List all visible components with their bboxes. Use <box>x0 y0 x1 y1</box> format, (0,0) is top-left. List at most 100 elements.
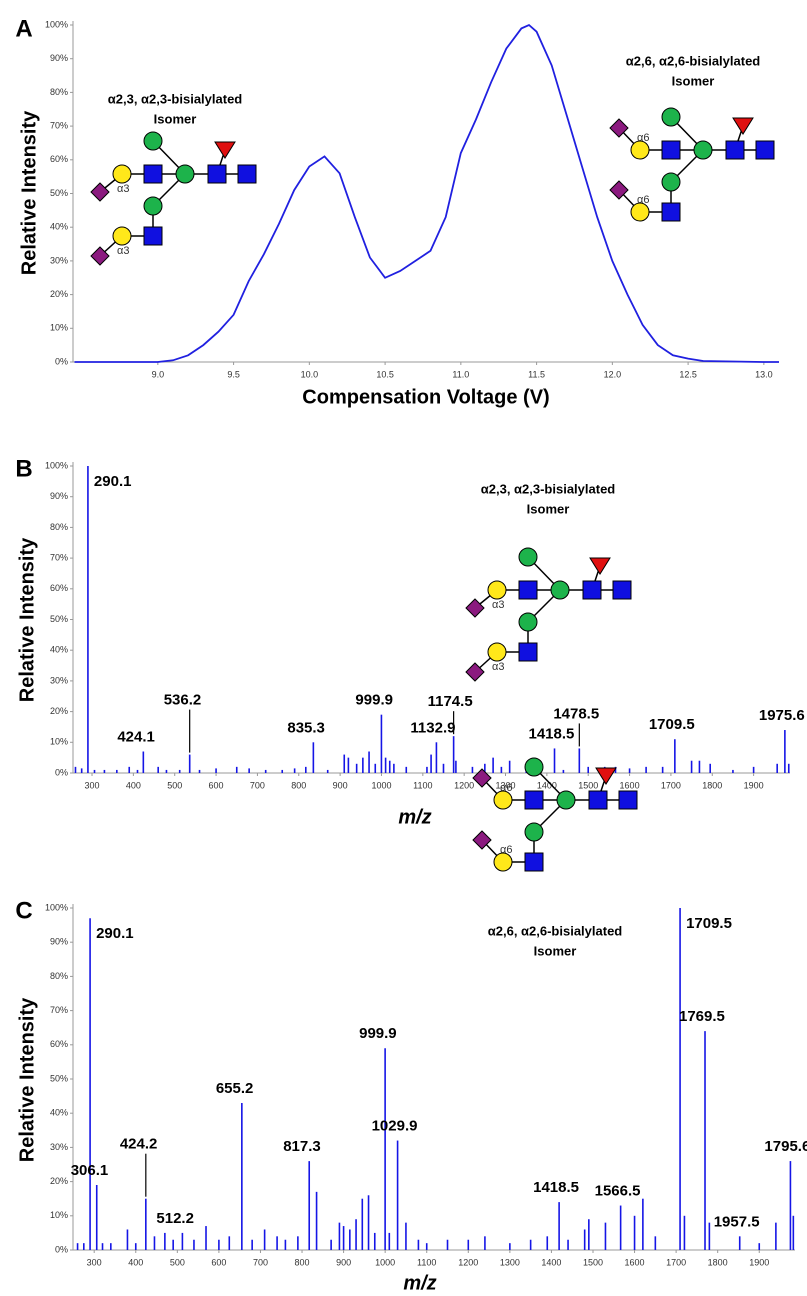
peak-label: 999.9 <box>355 692 393 709</box>
sialic-acid <box>609 180 629 200</box>
peak-label: 1566.5 <box>595 1183 641 1200</box>
y-tick-label: 50% <box>50 188 68 198</box>
peak-label: 1478.5 <box>553 705 599 722</box>
y-tick-label: 70% <box>50 552 68 562</box>
x-tick-label: 10.5 <box>376 369 394 379</box>
mannose <box>693 140 713 160</box>
glycan-title: Isomer <box>527 501 570 516</box>
peak-label: 306.1 <box>71 1162 109 1179</box>
y-tick-label: 100% <box>45 902 68 912</box>
mannose <box>524 757 544 777</box>
y-tick-label: 40% <box>50 1108 68 1118</box>
x-tick-label: 1400 <box>537 780 557 790</box>
glycan-title: α2,6, α2,6-bisialylated <box>626 53 761 68</box>
y-axis-title: Relative Intensity <box>18 110 40 275</box>
peak-label: 1418.5 <box>529 725 575 742</box>
y-tick-label: 20% <box>50 289 68 299</box>
x-tick-label: 1600 <box>620 780 640 790</box>
x-tick-label: 1300 <box>500 1257 520 1267</box>
glcnac <box>518 642 538 662</box>
peak-label: 290.1 <box>96 925 134 942</box>
mannose <box>143 131 163 151</box>
mannose <box>661 107 681 127</box>
peak-label: 1132.9 <box>410 719 455 736</box>
mannose <box>143 196 163 216</box>
peak-label: 424.1 <box>117 728 155 745</box>
x-tick-label: 1800 <box>702 780 722 790</box>
y-tick-label: 50% <box>50 1073 68 1083</box>
y-axis-title: Relative Intensity <box>16 537 38 702</box>
glycan-title: Isomer <box>672 73 715 88</box>
y-tick-label: 10% <box>50 1210 68 1220</box>
peak-label: 1769.5 <box>679 1008 725 1025</box>
peak-label: 1975.6 <box>759 707 805 724</box>
x-tick-label: 1200 <box>454 780 474 790</box>
panel-letter: A <box>15 15 32 42</box>
mannose <box>518 612 538 632</box>
galactose <box>493 790 513 810</box>
x-tick-label: 1200 <box>458 1257 478 1267</box>
y-tick-label: 70% <box>50 1005 68 1015</box>
galactose <box>112 226 132 246</box>
y-axis-title: Relative Intensity <box>16 997 38 1162</box>
x-tick-label: 900 <box>333 780 348 790</box>
galactose <box>487 580 507 600</box>
y-tick-label: 80% <box>50 971 68 981</box>
galactose <box>493 852 513 872</box>
y-tick-label: 30% <box>50 675 68 685</box>
y-tick-label: 100% <box>45 19 68 29</box>
x-tick-label: 9.5 <box>227 369 240 379</box>
x-tick-label: 700 <box>250 780 265 790</box>
x-tick-label: 1400 <box>541 1257 561 1267</box>
sialic-acid <box>90 182 110 202</box>
y-tick-label: 60% <box>50 1039 68 1049</box>
glcnac <box>582 580 602 600</box>
y-tick-label: 70% <box>50 120 68 130</box>
glcnac <box>588 790 608 810</box>
y-tick-label: 50% <box>50 614 68 624</box>
x-tick-label: 1100 <box>413 780 432 790</box>
x-tick-label: 1500 <box>578 780 598 790</box>
glycan-title: α2,3, α2,3-bisialylated <box>108 91 243 106</box>
y-tick-label: 90% <box>50 491 68 501</box>
glcnac <box>618 790 638 810</box>
y-tick-label: 30% <box>50 255 68 265</box>
peak-label: 424.2 <box>120 1136 158 1153</box>
sialic-acid <box>472 768 492 788</box>
y-tick-label: 100% <box>45 460 68 470</box>
y-tick-label: 60% <box>50 154 68 164</box>
x-tick-label: 13.0 <box>755 369 773 379</box>
y-tick-label: 10% <box>50 323 68 333</box>
linkage-label: α3 <box>117 183 129 195</box>
x-tick-label: 1700 <box>661 780 681 790</box>
x-tick-label: 1600 <box>625 1257 645 1267</box>
x-tick-label: 1300 <box>495 780 515 790</box>
panel-letter: B <box>15 455 32 482</box>
x-tick-label: 10.0 <box>301 369 319 379</box>
x-tick-label: 400 <box>126 780 141 790</box>
x-tick-label: 1900 <box>749 1257 769 1267</box>
glycan-title: Isomer <box>534 943 577 958</box>
x-axis-title: m/z <box>403 1272 436 1294</box>
mannose <box>550 580 570 600</box>
x-tick-label: 500 <box>170 1257 185 1267</box>
galactose <box>112 164 132 184</box>
x-tick-label: 800 <box>295 1257 310 1267</box>
peak-label: 655.2 <box>216 1080 254 1097</box>
x-tick-label: 12.0 <box>604 369 622 379</box>
x-tick-label: 600 <box>211 1257 226 1267</box>
mannose <box>661 172 681 192</box>
glcnac <box>143 164 163 184</box>
x-tick-label: 1700 <box>666 1257 686 1267</box>
x-tick-label: 1000 <box>375 1257 395 1267</box>
x-tick-label: 1100 <box>417 1257 436 1267</box>
peak-label: 290.1 <box>94 473 132 490</box>
glcnac <box>755 140 775 160</box>
glycan-title: α2,3, α2,3-bisialylated <box>481 481 616 496</box>
x-tick-label: 300 <box>85 780 100 790</box>
y-tick-label: 30% <box>50 1142 68 1152</box>
peak-label: 1957.5 <box>714 1213 760 1230</box>
sialic-acid <box>465 662 485 682</box>
x-tick-label: 11.5 <box>528 369 545 379</box>
